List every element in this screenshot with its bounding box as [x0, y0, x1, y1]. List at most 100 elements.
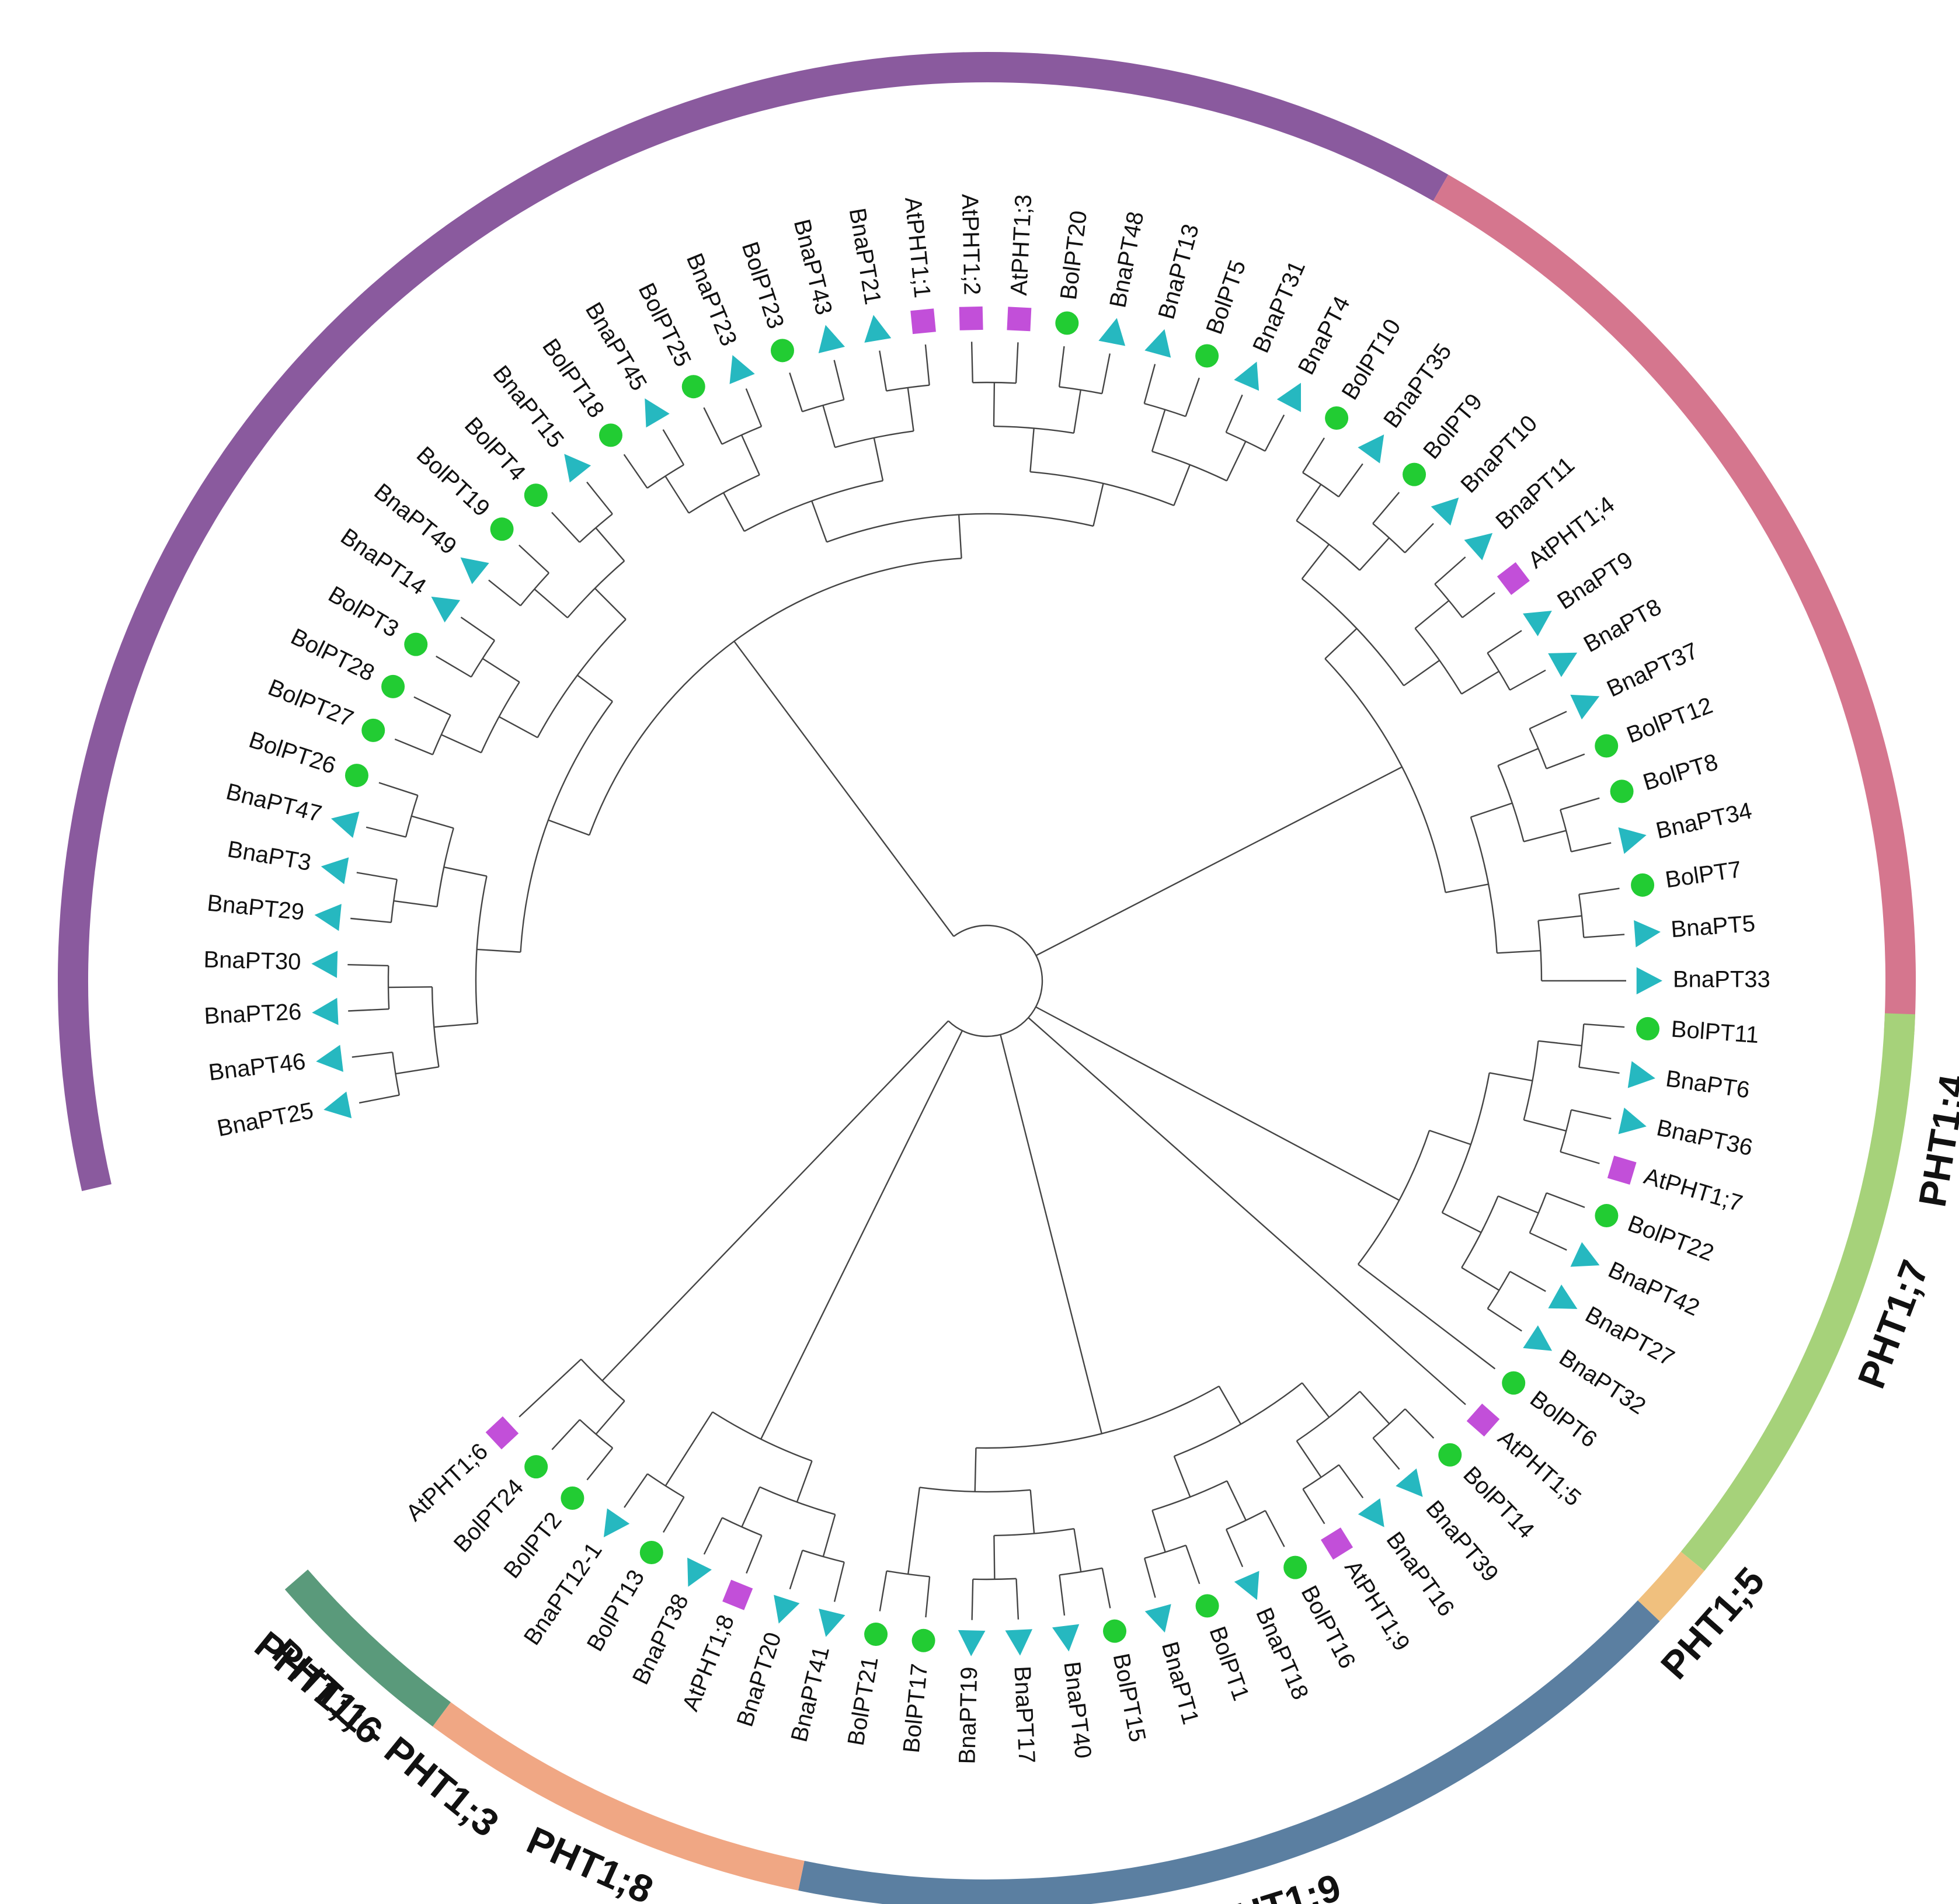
branch — [1296, 483, 1322, 521]
tree-branches — [347, 342, 1627, 1620]
marker-bnapt32-triangle — [1523, 1325, 1553, 1351]
marker-bnapt16-triangle — [1358, 1498, 1384, 1527]
marker-bnapt19-triangle — [958, 1630, 986, 1656]
clade-arc-pht1-4 — [1433, 175, 1916, 1035]
marker-bolpt6-circle — [1502, 1371, 1526, 1395]
branch — [1185, 377, 1200, 417]
branch — [1092, 483, 1104, 527]
branch — [356, 872, 398, 880]
marker-bolpt9-circle — [1403, 462, 1426, 486]
branch — [1560, 797, 1600, 810]
branch — [907, 387, 914, 431]
branch — [519, 1359, 582, 1418]
marker-atpht1-5-square — [1466, 1403, 1500, 1437]
branch — [664, 475, 690, 514]
marker-bnapt25-triangle — [323, 1091, 352, 1119]
marker-bnapt5-triangle — [1634, 920, 1661, 948]
branch — [519, 544, 549, 574]
branch — [1301, 544, 1330, 580]
marker-bnapt26-triangle — [312, 998, 339, 1025]
root-arc — [948, 924, 1043, 1038]
clade-arc-pht1-5 — [1637, 1551, 1704, 1621]
branch — [347, 963, 389, 967]
branch — [1151, 1510, 1166, 1553]
branch — [499, 716, 538, 739]
branch — [664, 1411, 714, 1487]
marker-bnapt39-triangle — [1396, 1468, 1423, 1497]
marker-bolpt17-circle — [911, 1628, 935, 1652]
branch — [1185, 1545, 1201, 1585]
marker-bolpt16-circle — [1283, 1555, 1307, 1579]
branch — [1403, 660, 1440, 687]
branch — [623, 454, 648, 489]
branch — [822, 1514, 836, 1557]
branch — [789, 1550, 803, 1590]
marker-bolpt18-circle — [599, 423, 622, 447]
branch — [833, 360, 845, 400]
branch — [1497, 949, 1541, 954]
branch — [1461, 1267, 1500, 1291]
marker-bnapt11-triangle — [1464, 532, 1493, 561]
branch — [811, 500, 828, 542]
branch — [411, 815, 454, 829]
branch — [586, 481, 613, 515]
marker-bnapt4-triangle — [1276, 382, 1302, 412]
marker-bolpt21-circle — [864, 1622, 888, 1646]
branch — [1264, 415, 1285, 452]
branch — [390, 879, 398, 923]
marker-bnapt1-triangle — [1144, 1604, 1171, 1633]
marker-bolpt19-circle — [490, 517, 514, 541]
branch — [1584, 1023, 1625, 1028]
branch — [1338, 463, 1363, 497]
branch — [1372, 1437, 1400, 1470]
branch — [1059, 1575, 1066, 1616]
marker-bolpt3-circle — [404, 632, 428, 656]
branch — [1571, 842, 1612, 852]
branch — [1226, 1480, 1247, 1521]
leaf-label-atpht1-2: AtPHT1;2 — [957, 193, 985, 295]
marker-bnapt21-triangle — [864, 315, 892, 343]
branch — [1584, 934, 1625, 938]
marker-bnapt8-triangle — [1548, 652, 1578, 677]
marker-bolpt1-circle — [1195, 1594, 1219, 1618]
branch — [688, 474, 760, 514]
marker-bolpt15-circle — [1103, 1619, 1127, 1643]
branch — [722, 492, 745, 532]
branch — [436, 655, 472, 678]
branch — [1470, 802, 1513, 818]
branch — [1429, 1129, 1471, 1146]
branch — [520, 572, 549, 607]
marker-bolpt25-circle — [681, 375, 705, 399]
marker-bolpt11-circle — [1636, 1017, 1660, 1040]
branch — [1372, 523, 1405, 554]
leaf-label-bnapt26: BnaPT26 — [204, 999, 302, 1029]
branch — [972, 381, 1017, 384]
branch — [624, 1473, 648, 1508]
marker-bnapt13-triangle — [1144, 329, 1171, 358]
branch — [1173, 464, 1191, 506]
branch — [476, 948, 521, 953]
clade-arc-pht1-6 — [284, 1569, 451, 1727]
branch — [434, 1022, 478, 1028]
branch — [1404, 523, 1434, 554]
branch — [366, 826, 406, 838]
branch — [1358, 1263, 1496, 1370]
branch — [392, 1052, 401, 1095]
marker-atpht1-8-square — [722, 1579, 753, 1610]
branch — [1359, 1391, 1390, 1425]
branch — [395, 1066, 439, 1075]
marker-bnapt17-triangle — [1005, 1629, 1033, 1656]
branch — [1029, 428, 1035, 472]
marker-bnapt45-triangle — [645, 398, 670, 428]
branch — [1489, 1072, 1533, 1082]
branch — [1015, 1578, 1019, 1620]
branch — [1028, 1017, 1466, 1405]
branch — [741, 1487, 761, 1527]
branch — [551, 1419, 580, 1450]
marker-bnapt27-triangle — [1548, 1284, 1578, 1309]
branch — [1035, 1006, 1400, 1201]
branch — [1578, 1024, 1585, 1067]
branch — [907, 1487, 921, 1575]
branch — [1461, 670, 1499, 695]
